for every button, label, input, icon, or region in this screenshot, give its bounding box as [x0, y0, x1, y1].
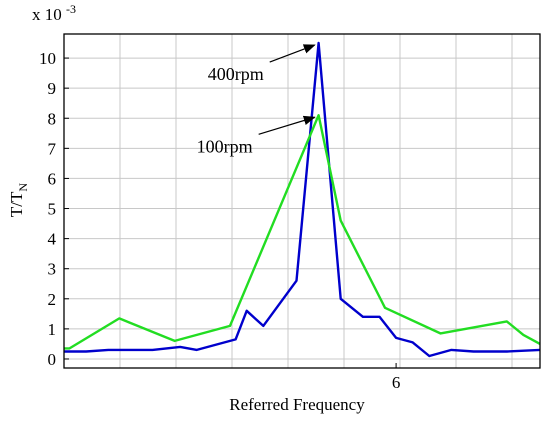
tick-layer: 0 1 2 3 4 5 6 7 8 9 10 6 — [39, 49, 400, 392]
y-tick-label: 4 — [48, 230, 57, 249]
x-tick-label: 6 — [392, 373, 401, 392]
x-axis-label: Referred Frequency — [229, 395, 365, 414]
y-tick-label: 2 — [48, 290, 57, 309]
series-line-1 — [64, 113, 541, 350]
y-tick-label: 5 — [48, 200, 57, 219]
y-tick-label: 8 — [48, 109, 57, 128]
y-tick-label: 10 — [39, 49, 56, 68]
y-axis-label: T/TN — [7, 183, 30, 218]
grid — [64, 34, 540, 368]
series-line-0 — [64, 41, 541, 358]
y-tick-label: 7 — [48, 139, 57, 158]
annotation-layer: 400rpm 100rpm — [197, 44, 316, 156]
y-tick-label: 3 — [48, 260, 57, 279]
annotation-label: 100rpm — [197, 136, 253, 156]
annotation-arrow — [258, 115, 316, 135]
y-tick-label: 9 — [48, 79, 57, 98]
y-scale-label: x 10 -3 — [32, 2, 76, 24]
y-tick-label: 6 — [48, 169, 57, 188]
y-tick-label: 0 — [48, 350, 57, 369]
plot-frame — [63, 33, 541, 369]
y-tick-label: 1 — [48, 320, 57, 339]
annotation-label: 400rpm — [208, 64, 264, 84]
annotation-arrow — [269, 44, 316, 63]
series-layer — [64, 41, 541, 358]
